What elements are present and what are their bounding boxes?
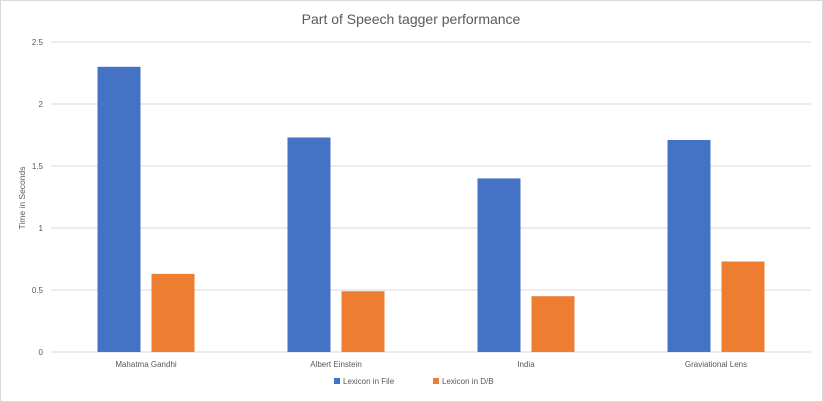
y-axis-label: Time in Seconds [17,167,27,230]
legend: Lexicon in File Lexicon in D/B [334,377,494,386]
legend-label: Lexicon in D/B [442,377,494,386]
x-tick-label: Albert Einstein [310,360,362,369]
y-tick-label: 1.5 [32,162,44,171]
x-tick-label: Mahatma Gandhi [115,360,177,369]
bar-0-0 [97,66,141,353]
bar-2-1 [531,296,575,352]
x-tick-label: India [517,360,535,369]
legend-label: Lexicon in File [343,377,395,386]
y-tick-label: 0 [39,348,44,357]
bars [97,66,765,353]
x-tick-label: Graviational Lens [685,360,747,369]
legend-swatch [334,378,340,384]
y-axis-ticks: 0 0.5 1 1.5 2 2.5 [32,38,44,357]
legend-swatch [433,378,439,384]
bar-0-1 [151,273,195,352]
bar-2-0 [477,178,521,352]
y-tick-label: 2 [39,100,44,109]
bar-3-1 [721,261,765,352]
y-tick-label: 0.5 [32,286,44,295]
bar-1-1 [341,291,385,352]
bar-1-0 [287,137,331,352]
y-tick-label: 2.5 [32,38,44,47]
x-axis-ticks: Mahatma Gandhi Albert Einstein India Gravia… [115,360,747,369]
y-tick-label: 1 [39,224,44,233]
bar-3-0 [667,139,711,352]
chart-title: Part of Speech tagger performance [302,11,521,27]
